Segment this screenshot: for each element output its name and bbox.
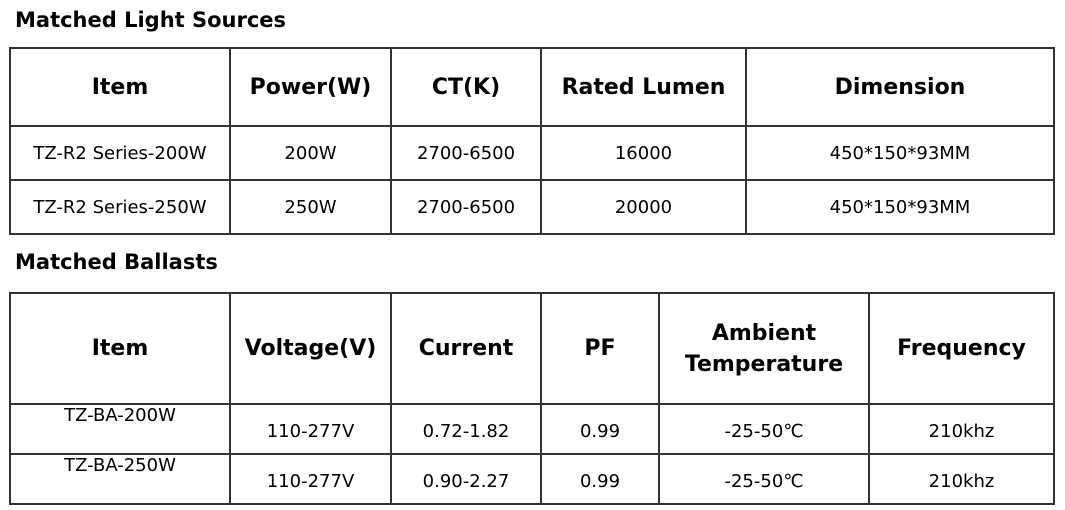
cell: TZ-R2 Series-200W: [9, 125, 231, 181]
row: TZ-R2 Series-250W 250W 2700-6500 20000 450*1…: [9, 179, 1055, 235]
cell: -25-50℃: [658, 453, 870, 505]
row: TZ-BA-200W 110-277V 0.72-1.82 0.99 -25-50℃ 21…: [9, 403, 1055, 455]
cell: 0.99: [540, 453, 660, 505]
cell: 0.72-1.82: [390, 403, 542, 455]
cell: 210khz: [868, 403, 1055, 455]
header-cell: Dimension: [745, 47, 1055, 127]
header-cell: Item: [9, 47, 231, 127]
cell: 450*150*93MM: [745, 125, 1055, 181]
section-title: Matched Light Sources: [15, 8, 287, 32]
cell: 110-277V: [229, 403, 392, 455]
cell: -25-50℃: [658, 403, 870, 455]
section-title: Matched Ballasts: [15, 250, 218, 274]
header-cell: Voltage(V): [229, 292, 392, 405]
table: Item Voltage(V) Current PF Ambient Temperatu…: [9, 292, 1055, 505]
header-cell: PF: [540, 292, 660, 405]
row: TZ-R2 Series-200W 200W 2700-6500 16000 450*1…: [9, 125, 1055, 181]
cell: 0.90-2.27: [390, 453, 542, 505]
header-cell: Item: [9, 292, 231, 405]
cell: 210khz: [868, 453, 1055, 505]
header-row: Item Voltage(V) Current PF Ambient Temperatu…: [9, 292, 1055, 405]
cell: 0.99: [540, 403, 660, 455]
cell: 200W: [229, 125, 392, 181]
cell: 250W: [229, 179, 392, 235]
table: Item Power(W) CT(K) Rated Lumen Dimension TZ…: [9, 47, 1055, 235]
cell: TZ-BA-250W: [9, 453, 231, 505]
header-cell: Current: [390, 292, 542, 405]
cell: 2700-6500: [390, 179, 542, 235]
cell: 2700-6500: [390, 125, 542, 181]
header-cell: Power(W): [229, 47, 392, 127]
header-row: Item Power(W) CT(K) Rated Lumen Dimension: [9, 47, 1055, 127]
cell: 450*150*93MM: [745, 179, 1055, 235]
header-cell: CT(K): [390, 47, 542, 127]
header-cell: Ambient Temperature: [658, 292, 870, 405]
cell: TZ-R2 Series-250W: [9, 179, 231, 235]
header-cell: Rated Lumen: [540, 47, 747, 127]
cell: TZ-BA-200W: [9, 403, 231, 455]
row: TZ-BA-250W 110-277V 0.90-2.27 0.99 -25-50℃ 21…: [9, 453, 1055, 505]
cell: 20000: [540, 179, 747, 235]
header-cell: Frequency: [868, 292, 1055, 405]
cell: 16000: [540, 125, 747, 181]
cell: 110-277V: [229, 453, 392, 505]
